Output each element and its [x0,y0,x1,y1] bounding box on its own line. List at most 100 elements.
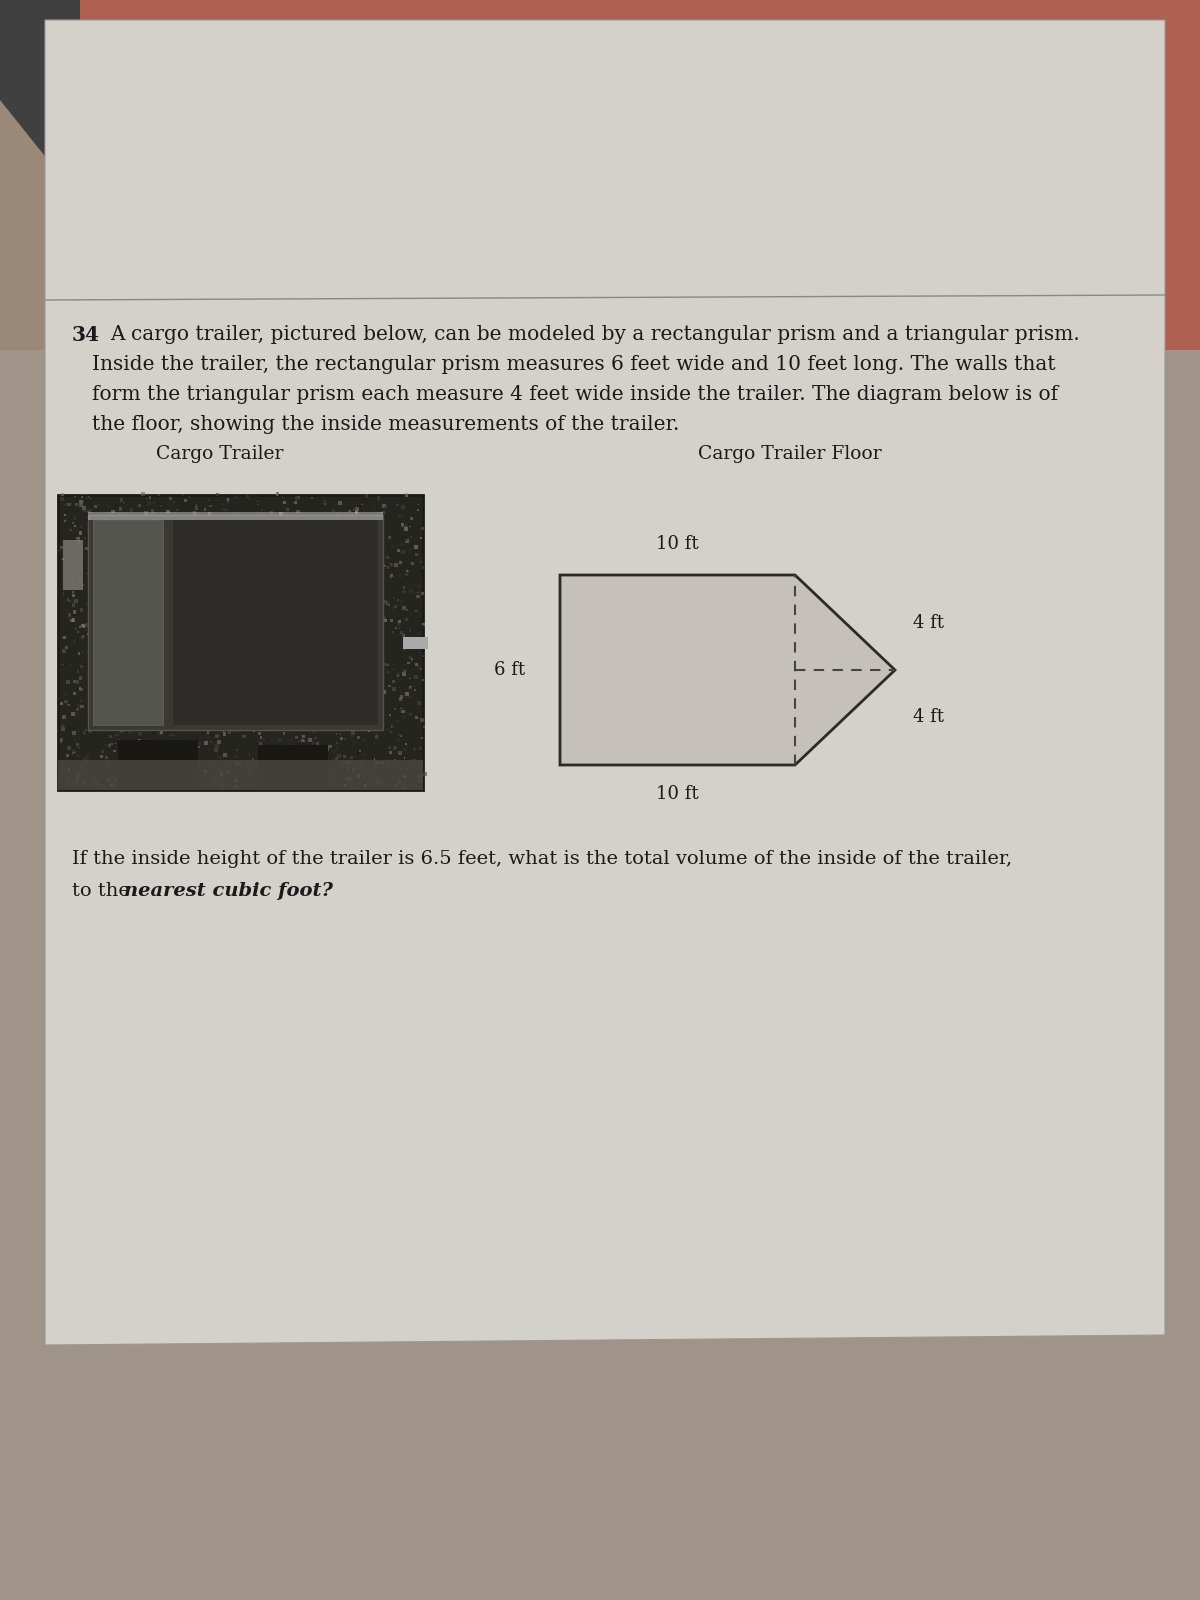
Bar [283,637,287,640]
Text: 4 ft: 4 ft [913,709,944,726]
Bar [104,734,107,738]
Bar [168,621,172,624]
Bar [274,638,275,640]
Bar [112,784,115,787]
Bar [403,669,407,672]
Bar [128,627,133,632]
Bar [132,763,134,766]
Bar [292,531,294,534]
Bar [410,688,413,690]
Bar [272,683,276,686]
Bar [314,666,317,669]
Bar [60,739,62,742]
Bar [277,582,280,584]
Bar [420,626,424,629]
Bar [61,493,65,496]
Bar [100,571,101,573]
Bar [157,563,160,566]
Bar [84,730,86,731]
Bar [320,762,323,765]
Bar [82,781,85,784]
Bar [202,563,205,568]
Bar [78,531,82,534]
Bar [275,750,277,752]
Bar [362,776,365,778]
Bar [299,603,300,606]
Bar [373,646,377,651]
Bar [281,666,284,669]
Bar [102,690,106,693]
Bar [85,755,89,758]
Bar [312,674,316,677]
Bar [130,686,131,688]
Bar [193,558,196,562]
Bar [266,658,269,659]
Bar [131,678,133,680]
Bar [362,550,364,552]
Bar [167,557,169,560]
Text: 10 ft: 10 ft [656,534,698,554]
Bar [222,667,226,670]
Bar [311,726,313,730]
Bar [173,672,175,674]
Bar [70,765,72,766]
Bar [352,787,353,789]
Bar [209,504,211,507]
Bar [281,717,283,718]
Bar [170,678,174,682]
Bar [205,589,208,592]
Bar [368,773,371,776]
Bar [400,542,403,547]
Bar [210,662,212,666]
Bar [378,715,380,718]
Bar [307,528,310,530]
Bar [355,606,358,608]
Bar [302,582,305,584]
Bar [409,714,412,715]
Bar [410,661,413,662]
Bar [398,621,401,624]
Bar [170,605,174,610]
Bar [302,709,305,710]
Bar [216,629,218,632]
Bar [94,506,97,507]
Bar [85,603,89,606]
Bar [403,637,428,650]
Bar [311,770,313,771]
Bar [95,781,98,786]
Bar [389,576,392,579]
Bar [419,653,421,656]
Bar [402,606,406,610]
Bar [58,494,424,790]
Bar [382,598,384,600]
Bar [119,528,122,531]
Bar [79,688,83,691]
Bar [224,778,228,781]
Bar [305,533,308,536]
Bar [206,528,209,531]
Bar [144,512,148,515]
Bar [119,773,122,776]
Bar [288,661,290,662]
Bar [350,555,353,558]
Bar [301,518,304,522]
Bar [292,693,295,698]
Bar [382,525,384,526]
Bar [286,610,288,613]
Bar [73,693,76,694]
Bar [78,541,80,544]
Bar [230,498,233,501]
Bar [90,547,91,550]
Bar [304,554,305,555]
Bar [287,762,290,766]
Bar [276,779,278,781]
Bar [186,680,190,683]
Bar [166,560,169,563]
Bar [104,728,108,733]
Bar [391,725,394,728]
Bar [103,765,107,770]
Bar [366,682,370,683]
Bar [336,621,338,624]
Bar [329,626,332,629]
Bar [62,555,64,558]
